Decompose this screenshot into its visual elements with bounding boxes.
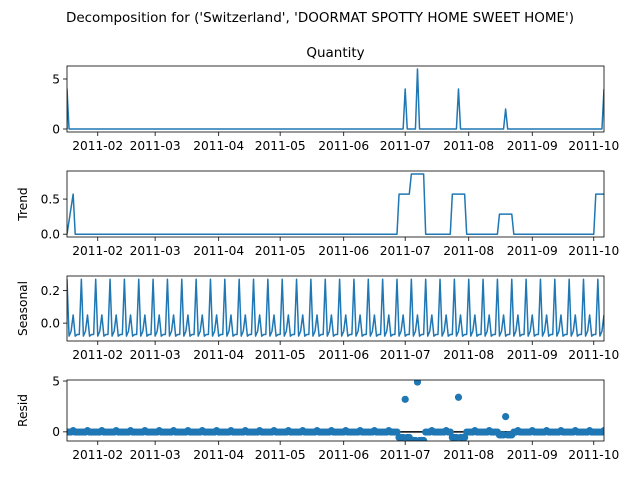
xtick-label: 2011-03 (130, 448, 181, 462)
xtick-label: 2011-04 (193, 348, 244, 362)
xtick-label: 2011-07 (380, 448, 431, 462)
xtick-label: 2011-07 (380, 244, 431, 258)
xtick-label: 2011-09 (507, 348, 558, 362)
axes-frame-trend (66, 170, 605, 238)
xtick-label: 2011-04 (193, 244, 244, 258)
axes-frame-resid (66, 379, 605, 442)
series-resid (67, 380, 604, 441)
xtick-label: 2011-09 (507, 448, 558, 462)
panel-resid: Resid 0 5 2011-02 2011-03 2011-04 2011-05 2011-… (16, 374, 619, 462)
series-seasonal (67, 278, 604, 337)
axes-frame-seasonal (66, 275, 605, 342)
xtick-label: 2011-03 (130, 244, 181, 258)
resid-point (454, 393, 463, 401)
series-observed (67, 68, 604, 130)
xtick-label: 2011-05 (255, 448, 306, 462)
ylabel-trend: Trend (16, 187, 30, 221)
xtick-label: 2011-07 (380, 139, 431, 153)
ytick-label: 0 (52, 122, 60, 136)
xtick-label: 2011-05 (255, 348, 306, 362)
xtick-label: 2011-02 (72, 244, 123, 258)
xtick-label: 2011-04 (193, 448, 244, 462)
xtick-label: 2011-05 (255, 139, 306, 153)
ytick-label: 5 (52, 374, 60, 388)
xtick-label: 2011-02 (72, 448, 123, 462)
xtick-label: 2011-06 (318, 448, 369, 462)
series-trend (67, 173, 604, 235)
panel-title-observed: Quantity (306, 45, 364, 61)
resid-point (600, 427, 604, 435)
line-observed (67, 68, 604, 130)
panels: Quantity 0 5 2011-02 2011-03 2011-04 2011-05 20… (16, 45, 619, 462)
ytick-label: 5 (52, 72, 60, 86)
xtick-label: 2011-07 (380, 348, 431, 362)
axes-frame-observed (66, 65, 605, 133)
xtick-label: 2011-05 (255, 244, 306, 258)
xtick-label: 2011-02 (72, 348, 123, 362)
xtick-label: 2011-10 (568, 348, 619, 362)
xtick-label: 2011-09 (507, 244, 558, 258)
ytick-label: 0 (52, 425, 60, 439)
xtick-label: 2011-10 (568, 448, 619, 462)
xtick-label: 2011-03 (130, 348, 181, 362)
panel-observed: Quantity 0 5 2011-02 2011-03 2011-04 2011-05 20… (52, 45, 619, 153)
ylabel-seasonal: Seasonal (16, 281, 30, 336)
xtick-label: 2011-06 (318, 139, 369, 153)
resid-point (502, 413, 510, 421)
ytick-label: 0.0 (41, 227, 60, 241)
xtick-label: 2011-06 (318, 348, 369, 362)
ytick-label: 0.5 (41, 192, 60, 206)
figure-title: Decomposition for ('Switzerland', 'DOORM… (66, 10, 574, 26)
xtick-label: 2011-10 (568, 139, 619, 153)
xtick-label: 2011-09 (507, 139, 558, 153)
xtick-label: 2011-10 (568, 244, 619, 258)
line-trend (67, 173, 604, 235)
resid-point (420, 436, 428, 441)
resid-point (413, 380, 422, 386)
xtick-label: 2011-08 (443, 448, 494, 462)
panel-trend: Trend 0.0 0.5 2011-02 2011-03 2011-04 2011-05 2… (16, 170, 619, 258)
xtick-label: 2011-08 (443, 244, 494, 258)
resid-point (401, 395, 409, 403)
xtick-label: 2011-08 (443, 348, 494, 362)
xtick-label: 2011-08 (443, 139, 494, 153)
ylabel-resid: Resid (16, 394, 30, 427)
xtick-label: 2011-03 (130, 139, 181, 153)
ytick-label: 0.0 (41, 316, 60, 330)
ytick-label: 0.2 (41, 284, 60, 298)
panel-seasonal: Seasonal 0.0 0.2 2011-02 2011-03 2011-04 2011-… (16, 275, 619, 362)
xtick-label: 2011-04 (193, 139, 244, 153)
xtick-label: 2011-06 (318, 244, 369, 258)
line-seasonal (67, 278, 604, 337)
xtick-label: 2011-02 (72, 139, 123, 153)
